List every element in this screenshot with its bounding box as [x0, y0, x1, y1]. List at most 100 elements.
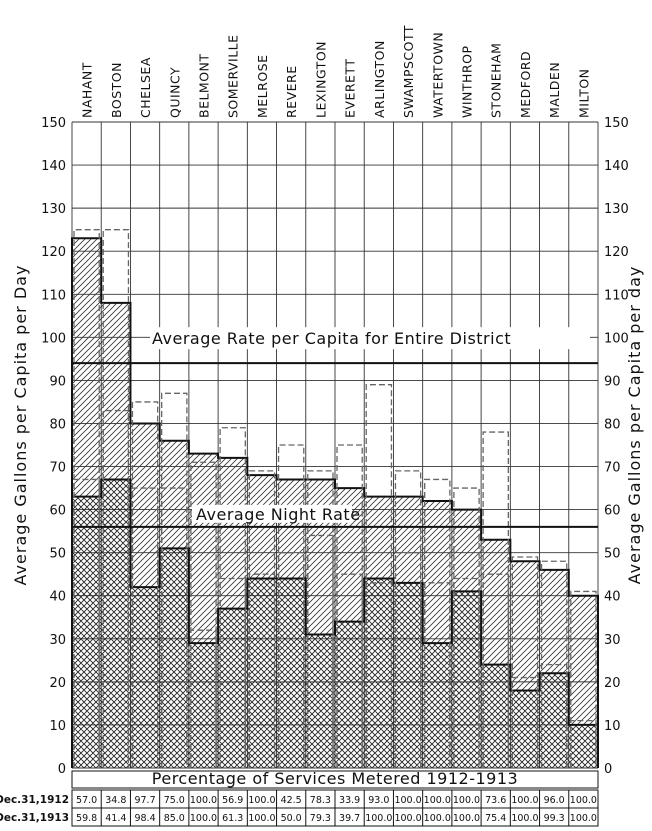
table-cell: 79.3: [310, 813, 331, 824]
bar-total: [276, 479, 306, 579]
ytick-label-right: 0: [604, 762, 612, 777]
bar-total: [422, 500, 452, 644]
series-dashed-3: [336, 573, 363, 768]
bar-total: [539, 569, 569, 674]
table-cell: 61.3: [222, 813, 243, 824]
category-label: REVERE: [284, 65, 299, 118]
ytick-label-left: 100: [41, 331, 66, 346]
table-cell: 75.0: [164, 795, 185, 806]
ytick-label-right: 70: [604, 461, 621, 476]
table-cell: 34.8: [105, 795, 126, 806]
ytick-label-right: 130: [604, 202, 629, 217]
table-cell: 57.0: [76, 795, 97, 806]
series-dashed-3: [424, 582, 451, 768]
ytick-label-left: 10: [49, 719, 66, 734]
bar-night: [510, 690, 540, 768]
bar-total: [101, 302, 131, 480]
series-dashed-3: [511, 676, 539, 768]
table-cell: 100.0: [570, 795, 597, 806]
table-cell: 100.0: [424, 813, 451, 824]
category-label: LEXINGTON: [313, 41, 328, 118]
table-cell: 100.0: [248, 813, 275, 824]
table-cell: 100.0: [570, 813, 597, 824]
bar-night: [335, 621, 365, 768]
series-dashed-3: [570, 719, 597, 768]
series-dashed-3: [307, 534, 334, 768]
ytick-label-right: 40: [604, 590, 621, 605]
series-dashed-3: [394, 552, 422, 768]
ytick-label-left: 130: [41, 202, 66, 217]
bar-total: [130, 423, 160, 588]
ytick-label-left: 140: [41, 159, 66, 174]
ytick-label-left: 110: [41, 288, 66, 303]
bar-night: [130, 587, 160, 768]
ytick-label-right: 30: [604, 633, 621, 648]
reference-label-night: Average Night Rate: [196, 505, 361, 524]
ytick-label-right: 10: [604, 719, 621, 734]
ytick-label-right: 140: [604, 159, 629, 174]
ytick-label-left: 0: [58, 762, 66, 777]
table-cell: 85.0: [164, 813, 185, 824]
bar-night: [305, 634, 335, 768]
y-axis-title-left: Average Gallons per Capita per Day: [11, 265, 30, 586]
series-dashed-3: [453, 577, 480, 768]
table-cell: 93.0: [368, 795, 389, 806]
series-dashed-3: [161, 487, 188, 768]
category-label: EVERETT: [343, 59, 358, 118]
table-cell: 98.4: [134, 813, 155, 824]
ytick-label-left: 90: [49, 374, 66, 389]
bar-total: [364, 496, 394, 579]
series-dashed-1: [277, 444, 305, 768]
bar-night: [451, 591, 482, 768]
table-row-label: Dec.31,1912: [0, 794, 69, 806]
series-dashed-1: [365, 384, 393, 768]
bar-night: [188, 643, 219, 768]
table-cell: 78.3: [310, 795, 331, 806]
series-line-night: [71, 478, 599, 768]
table-cell: 100.0: [365, 813, 392, 824]
category-label: QUINCY: [167, 67, 182, 118]
category-label: CHELSEA: [138, 57, 153, 118]
series-dashed-3: [540, 663, 568, 768]
bar-night: [539, 673, 569, 768]
bar-total: [72, 238, 102, 497]
ytick-label-right: 110: [604, 288, 629, 303]
series-line-total: [71, 237, 599, 768]
table-row-label: Dec.31,1913: [0, 812, 69, 824]
category-label: SWAMPSCOTT: [401, 25, 416, 118]
table-cell: 99.3: [544, 813, 565, 824]
y-axis-title-right: Average Gallons per Capita per day: [625, 266, 644, 585]
ytick-label-left: 150: [41, 116, 66, 131]
ytick-label-right: 50: [604, 547, 621, 562]
series-dashed-3: [190, 629, 217, 768]
table-cell: 73.6: [485, 795, 506, 806]
category-label: MEDFORD: [518, 51, 533, 118]
bar-total: [568, 595, 598, 725]
bar-total: [510, 561, 540, 691]
table-cell: 100.0: [190, 813, 217, 824]
table-cell: 39.7: [339, 813, 360, 824]
ytick-label-left: 70: [49, 461, 66, 476]
ytick-label-right: 150: [604, 116, 629, 131]
category-label: MILTON: [576, 68, 591, 118]
bar-total: [305, 479, 335, 635]
ytick-label-left: 80: [49, 417, 66, 432]
series-dashed-3: [102, 409, 130, 768]
table-cell: 100.0: [424, 795, 451, 806]
bar-total: [188, 453, 219, 644]
ytick-label-left: 30: [49, 633, 66, 648]
table-cell: 100.0: [394, 813, 421, 824]
ytick-label-left: 50: [49, 547, 66, 562]
bar-night: [364, 578, 394, 768]
category-label: BELMONT: [197, 53, 212, 118]
ytick-label-right: 80: [604, 417, 621, 432]
category-label: MELROSE: [255, 54, 270, 118]
bar-night: [422, 643, 452, 768]
bar-night: [101, 479, 131, 768]
ytick-label-right: 90: [604, 374, 621, 389]
bar-total: [218, 457, 248, 609]
table-cell: 75.4: [485, 813, 506, 824]
category-label: WINTHROP: [460, 46, 475, 119]
bar-total: [451, 509, 482, 592]
